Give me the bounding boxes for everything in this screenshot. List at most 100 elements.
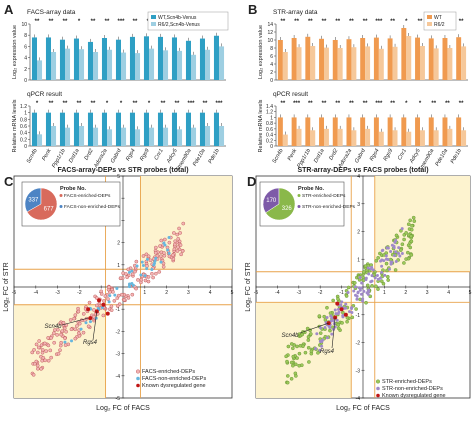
c-point-enriched [56,351,61,356]
d-gene-label-Rgs4: Rgs4 [320,349,335,355]
b-bottom-sig-Pde1b: ** [459,101,464,107]
a-bottom-sig-Rgs9: * [148,101,151,107]
a-bottom-ytick-label: 0 [24,144,27,150]
a-bottom-ytick-label: 0.6 [20,124,27,130]
b-top-ytick-label: 4 [270,62,273,68]
b-bottom-bar-Gabrd-s2 [365,128,371,146]
c-point-non-enriched [131,283,135,287]
c-point-non-enriched [127,284,131,288]
c-point-enriched [103,294,108,298]
c-xtick-label: 1 [143,290,146,296]
b-top-bar-Tmem90a-s1 [428,38,434,80]
c-point-enriched [167,240,172,245]
c-legend-entry-1: FACS-non-enriched-DEPs [142,376,206,382]
d-point-enriched [336,326,341,331]
a-top-legend-entry: R6/2,Scn4b-Venus [158,22,200,28]
b-bottom-sig-Adcy5: * [419,101,422,107]
b-top-bar-Cnr1-s1 [401,28,407,80]
c-point-non-enriched [100,305,104,309]
b-bottom-bar-Ppp1r1b-s2 [310,130,316,146]
d-ytick-label: 1 [357,257,360,263]
d-point-enriched [340,321,344,325]
b-top-legend-entry: R6/2 [434,22,445,28]
c-point-enriched [122,298,127,302]
d-point-non-enriched [314,347,318,351]
b-bottom-xtick-label-Ppp1r1b: Ppp1r1b [296,148,312,169]
d-point-non-enriched [361,297,365,301]
c-point-enriched [136,278,140,282]
b-bottom-sig-Scn4b: ** [281,101,286,107]
b-bottom-sig-Drd2: ** [335,101,340,107]
c-point-enriched [76,331,81,336]
b-top-bar-Rgs4-s2 [378,48,384,80]
c-point-non-enriched [140,260,144,264]
d-point-enriched [386,278,390,282]
a-bottom-sig-Ppp1r1b: ** [63,101,68,107]
b-bottom-bar-Pde10a-s1 [442,117,448,146]
c-point-non-enriched [79,327,83,331]
c-point-enriched [37,339,41,343]
c-point-enriched [121,271,125,276]
d-point-non-enriched [350,310,354,314]
b-bottom-bar-Cnr1-s1 [401,117,407,146]
d-point-non-enriched [390,243,394,247]
a-bottom-xtick-label-Ppp1r1b: Ppp1r1b [51,148,67,169]
c-point-enriched [86,324,91,329]
c-point-enriched [146,279,151,284]
c-point-enriched [112,299,117,303]
c-point-non-enriched [127,282,131,286]
a-top-ytick-label: 4 [24,56,27,62]
d-xlabel: Log₂ FC of FACS [336,405,390,412]
c-point-non-enriched [63,340,67,344]
a-top-sig-Ppp1r1b: ** [63,19,68,25]
d-point-non-enriched [340,300,344,304]
b-top-sig-Drd1a: ** [322,19,327,25]
c-pie-value-1: 337 [28,198,39,204]
a-bottom-bar-Ppp1r1b-s1 [59,112,65,146]
c-ytick-label: -4 [116,374,121,380]
d-point-enriched [361,270,366,274]
d-point-non-enriched [362,289,366,293]
b-top-bar-Adora2a-s1 [346,39,352,80]
b-bottom-xtick-label-Pde1b: Pde1b [450,148,463,165]
c-point-enriched [77,321,82,326]
a-bottom-xtick-label-Drd2: Drd2 [84,148,95,161]
d-point-non-enriched [389,249,393,253]
d-point-non-enriched [370,279,374,283]
b-bottom-bar-Drd1a-s2 [324,128,329,146]
a-top-bar-Adcy5-s2 [177,50,183,80]
a-top-bar-Ppp1r1b-s1 [59,39,65,80]
a-bottom-bar-Adcy5-s2 [177,129,183,146]
d-point-non-enriched [383,273,387,277]
b-bottom-bar-Tmem90a-s2 [433,130,439,146]
a-top-bar-Drd1a-s1 [73,38,79,80]
b-top-bar-Rgs9-s1 [387,38,393,80]
c-gene-label-Rgs4: Rgs4 [83,340,98,346]
c-point-enriched [139,277,144,282]
b-bottom-xtick-label-Rgs9: Rgs9 [383,148,395,162]
d-point-non-enriched [380,264,384,268]
a-bottom-bar-Gabrd-s2 [121,127,127,146]
c-legend-marker-0 [135,369,140,374]
c-point-enriched [172,247,177,252]
panel-letter-c: C [4,174,14,189]
d-point-enriched [376,287,380,291]
b-top-sig-Gabrd: ** [363,19,368,25]
a-bottom-sig-Rgs4: ** [133,101,138,107]
b-bottom-ytick-label: 0.4 [266,133,273,139]
c-point-enriched [102,299,106,303]
c-point-enriched [73,327,77,332]
a-top-bar-Pde10a-s2 [205,49,211,80]
a-top-bar-Scn4b-s1 [31,37,37,80]
d-legend-marker-1 [376,386,380,391]
b-top-bar-Drd1a-s2 [324,47,329,80]
b-top-bar-Rgs4-s1 [373,37,379,80]
c-point-enriched [46,358,51,363]
a-bottom-xtick-label-Penk: Penk [41,148,53,162]
d-ytick-label: -2 [356,341,361,347]
d-gene-pointer [331,317,336,349]
c-gene-label-Scn4b: Scn4b [44,324,62,330]
d-point-enriched [328,328,332,333]
d-point-non-enriched [337,310,341,314]
b-top-sig-Scn4b: ** [281,19,286,25]
